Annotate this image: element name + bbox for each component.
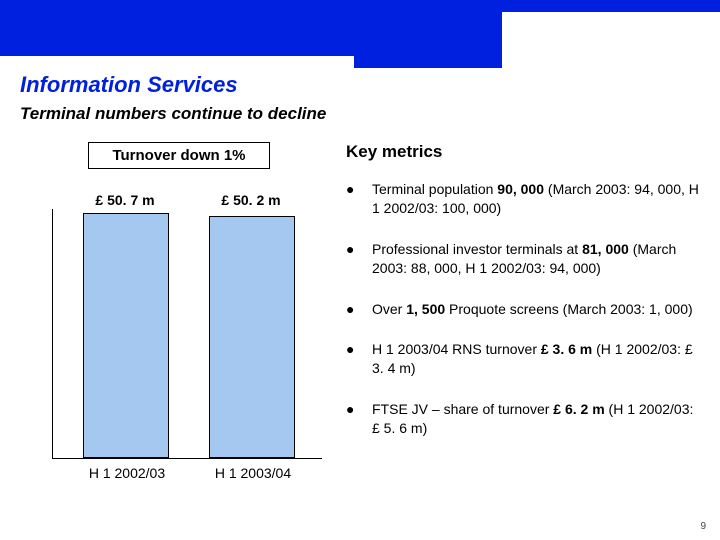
header-block-left (0, 0, 354, 56)
bar-chart: £ 50. 7 m £ 50. 2 m H 1 2002/03 H 1 2003… (20, 189, 338, 494)
bullet-icon: ● (346, 300, 372, 319)
bullet-icon: ● (346, 400, 372, 438)
metric-item: ●H 1 2003/04 RNS turnover £ 3. 6 m (H 1 … (346, 340, 700, 378)
metric-item: ●Over 1, 500 Proquote screens (March 200… (346, 300, 700, 319)
header-band (0, 0, 720, 68)
xlabel-2: H 1 2003/04 (198, 465, 308, 481)
left-column: Turnover down 1% £ 50. 7 m £ 50. 2 m H 1… (20, 142, 338, 494)
xlabel-1: H 1 2002/03 (72, 465, 182, 481)
bar-label-1: £ 50. 7 m (82, 192, 168, 208)
metric-item: ●FTSE JV – share of turnover £ 6. 2 m (H… (346, 400, 700, 438)
bullet-icon: ● (346, 340, 372, 378)
metric-item: ●Professional investor terminals at 81, … (346, 240, 700, 278)
metric-text: Terminal population 90, 000 (March 2003:… (372, 180, 700, 218)
metrics-list: ●Terminal population 90, 000 (March 2003… (346, 180, 700, 438)
bar-1 (83, 213, 169, 458)
metric-text: FTSE JV – share of turnover £ 6. 2 m (H … (372, 400, 700, 438)
header-strip (502, 0, 720, 12)
bar-label-2: £ 50. 2 m (208, 192, 294, 208)
bullet-icon: ● (346, 180, 372, 218)
page-title: Information Services (20, 72, 700, 98)
turnover-box: Turnover down 1% (88, 142, 270, 169)
metric-text: H 1 2003/04 RNS turnover £ 3. 6 m (H 1 2… (372, 340, 700, 378)
page-number: 9 (700, 521, 706, 532)
header-block-right (354, 0, 502, 68)
right-column: Key metrics ●Terminal population 90, 000… (346, 142, 700, 494)
chart-axes (52, 209, 322, 459)
content-area: Information Services Terminal numbers co… (20, 72, 700, 494)
bullet-icon: ● (346, 240, 372, 278)
metric-item: ●Terminal population 90, 000 (March 2003… (346, 180, 700, 218)
page-subtitle: Terminal numbers continue to decline (20, 104, 700, 124)
metric-text: Professional investor terminals at 81, 0… (372, 240, 700, 278)
metrics-title: Key metrics (346, 142, 700, 162)
main-row: Turnover down 1% £ 50. 7 m £ 50. 2 m H 1… (20, 142, 700, 494)
metric-text: Over 1, 500 Proquote screens (March 2003… (372, 300, 700, 319)
bar-2 (209, 216, 295, 458)
